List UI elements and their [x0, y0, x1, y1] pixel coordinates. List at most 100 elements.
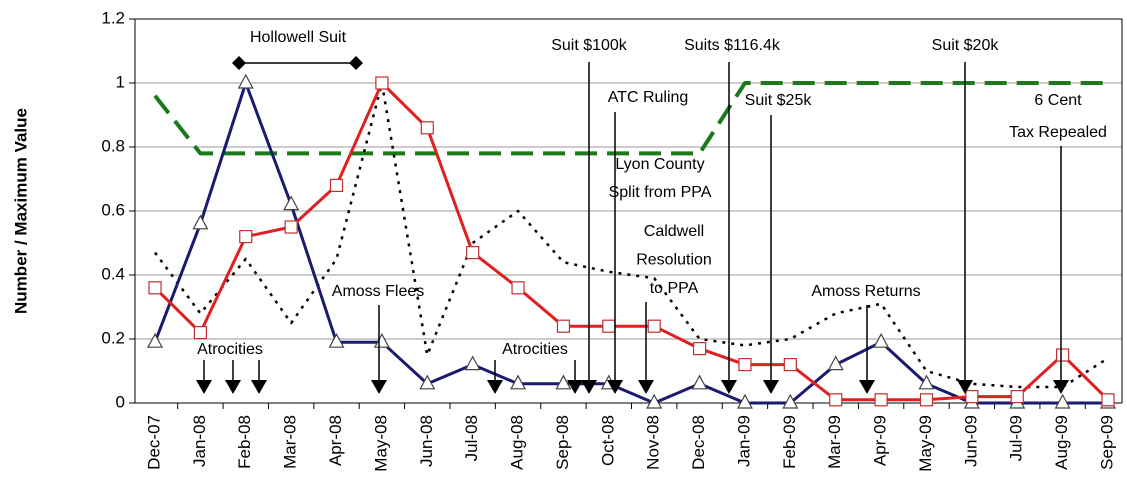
annotation: Resolution [636, 252, 712, 269]
x-tick-label: Dec-07 [144, 415, 163, 470]
square-marker [466, 246, 480, 260]
annotation: Tax Repealed [1009, 124, 1107, 141]
x-tick-label: Dec-08 [689, 415, 708, 470]
triangle-marker [192, 214, 209, 230]
annotation: Suits $116.4k [684, 37, 781, 54]
annotation: Amoss Returns [811, 283, 920, 300]
square-marker [602, 319, 616, 333]
annotation: Suit $25k [745, 92, 813, 109]
arrow-head [196, 380, 212, 394]
x-tick-label: Jun-08 [417, 415, 436, 467]
annotation: Lyon County [615, 156, 704, 173]
x-tick-label: Jan-08 [190, 415, 209, 467]
square-marker [239, 230, 253, 244]
square-marker [829, 393, 843, 407]
series-line [153, 81, 1108, 405]
series-line [153, 81, 1109, 389]
y-tick-label: 0.6 [101, 200, 125, 219]
arrow-head [638, 380, 654, 394]
annotation: to PPA [650, 280, 699, 297]
annotation: Amoss Flees [332, 283, 424, 300]
y-tick-label: 1.2 [101, 8, 125, 27]
triangle-marker [464, 355, 481, 371]
triangle-marker [419, 374, 436, 390]
triangle-marker [146, 332, 164, 348]
triangle-marker [328, 332, 345, 348]
triangle-marker [691, 374, 708, 390]
arrow-head [487, 380, 503, 394]
arrow-head [567, 380, 583, 394]
x-tick-label: Feb-09 [780, 415, 799, 469]
triangle-marker [237, 73, 254, 89]
triangle-marker [555, 374, 572, 390]
x-tick-label: Feb-08 [235, 415, 254, 469]
x-tick-label: Nov-08 [644, 415, 663, 470]
square-marker [1056, 348, 1070, 362]
arrow-head [225, 380, 241, 394]
y-axis-label: Number / Maximum Value [11, 108, 30, 314]
y-tick-label: 0.8 [101, 136, 125, 155]
x-tick-label: May-09 [916, 415, 935, 472]
square-marker [193, 326, 207, 340]
y-tick-label: 0 [116, 392, 125, 411]
annotation: Atrocities [197, 341, 263, 358]
square-marker [329, 178, 344, 192]
triangle-marker [782, 393, 799, 409]
square-marker [556, 319, 571, 333]
triangle-marker [646, 393, 663, 409]
y-tick-label: 1 [116, 72, 125, 91]
annotation: Suit $20k [932, 37, 1000, 54]
annotation: ATC Ruling [608, 89, 689, 106]
x-tick-label: Sep-09 [1097, 415, 1116, 470]
square-marker [375, 76, 389, 90]
arrow-head [859, 380, 875, 394]
x-tick-label: Jun-09 [961, 415, 980, 467]
arrow-head [581, 380, 597, 394]
series-line [153, 81, 1110, 402]
x-tick-label: Oct-08 [598, 415, 617, 466]
square-marker [919, 393, 934, 407]
diamond [349, 56, 363, 70]
square-marker [148, 281, 162, 295]
x-tick-label: Apr-08 [326, 415, 345, 466]
triangle-marker [1054, 393, 1071, 409]
square-marker [874, 393, 888, 407]
square-marker [1101, 393, 1115, 407]
annotation: Hollowell Suit [250, 29, 347, 46]
y-tick-label: 0.2 [101, 328, 125, 347]
square-marker [647, 319, 661, 333]
square-marker [420, 121, 434, 135]
triangle-marker [283, 195, 300, 211]
x-tick-label: Jul-09 [1007, 415, 1026, 461]
triangle-marker [736, 393, 753, 409]
square-marker [692, 342, 707, 356]
plot-frame [134, 18, 1123, 404]
square-marker [965, 390, 979, 404]
square-marker [1010, 390, 1024, 404]
annotation: Caldwell [644, 223, 704, 240]
square-marker [511, 281, 525, 295]
arrow-head [721, 380, 737, 394]
annotation: Suit $100k [551, 37, 628, 54]
square-marker [284, 220, 298, 234]
square-marker [783, 358, 797, 372]
x-tick-label: May-08 [371, 415, 390, 472]
x-tick-label: Sep-08 [553, 415, 572, 470]
annotation: 6 Cent [1034, 92, 1082, 109]
x-tick-label: Mar-08 [281, 415, 300, 469]
arrow-head [371, 380, 387, 394]
arrow-head [957, 380, 973, 394]
square-marker [738, 358, 752, 372]
arrow-head [1053, 380, 1069, 394]
annotation: Atrocities [502, 341, 568, 358]
x-tick-label: Aug-08 [508, 415, 527, 470]
triangle-marker [827, 355, 844, 371]
arrow-head [763, 380, 779, 394]
y-tick-label: 0.4 [101, 264, 125, 283]
triangle-marker [510, 374, 527, 390]
arrow-head [607, 380, 623, 394]
x-tick-label: Apr-09 [871, 415, 890, 466]
x-tick-label: Mar-09 [825, 415, 844, 469]
triangle-marker [873, 332, 890, 348]
